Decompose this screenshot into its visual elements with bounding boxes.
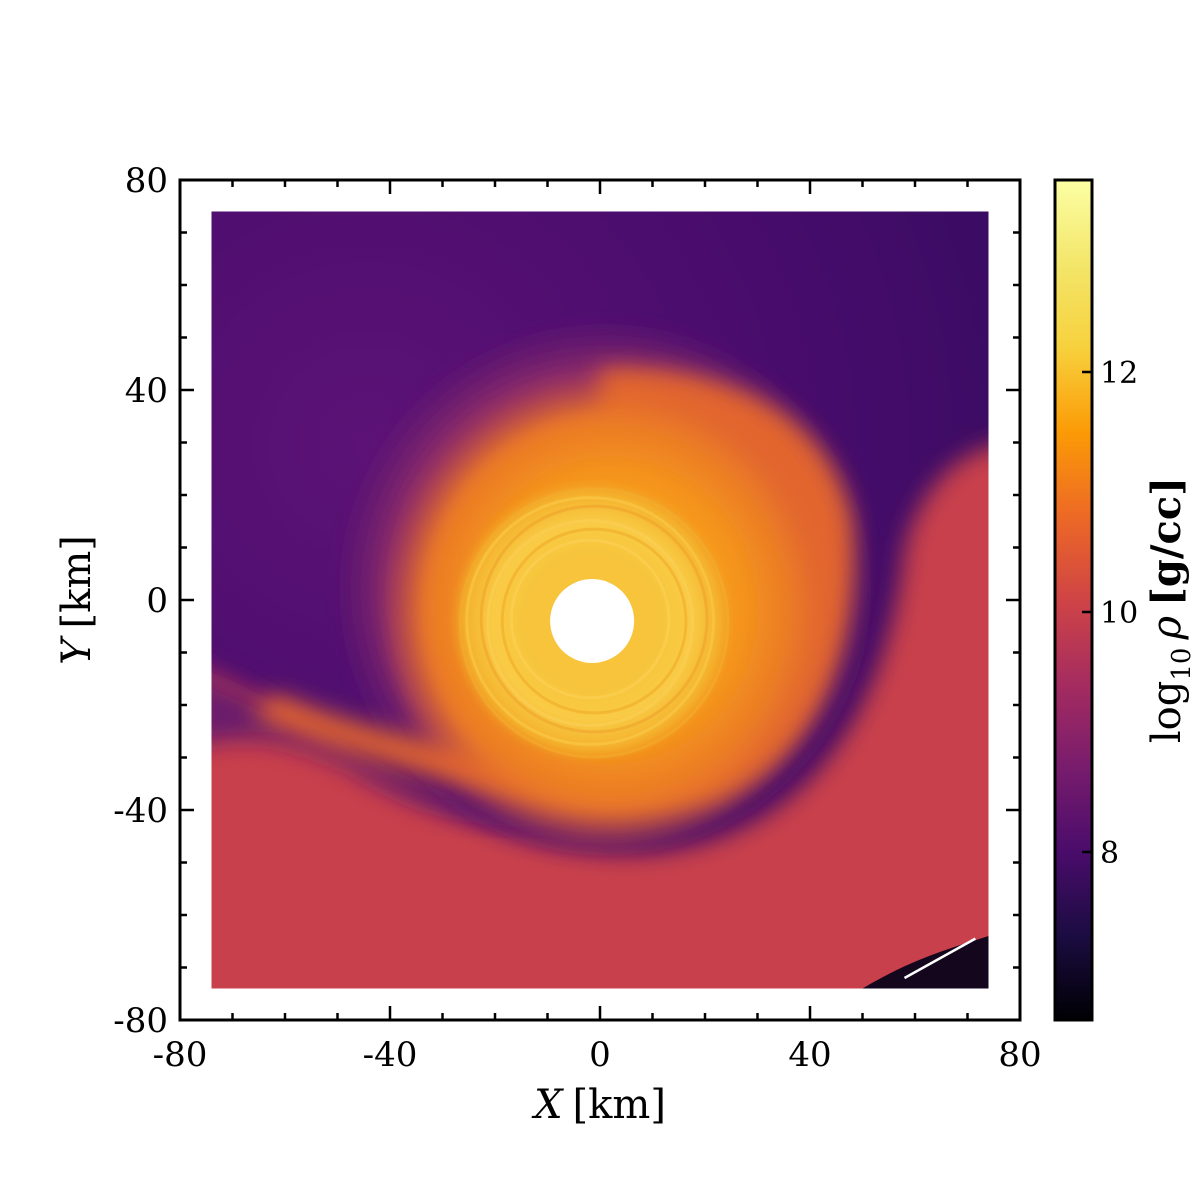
- ring-band: [486, 519, 694, 727]
- x-tick-label: -40: [363, 1035, 418, 1075]
- ring-band: [465, 496, 715, 746]
- y-axis-label: Y [km]: [54, 535, 100, 665]
- y-tick-label: -40: [113, 791, 168, 831]
- ring-band: [500, 527, 688, 715]
- x-tick-label: 40: [788, 1035, 831, 1075]
- outer-arm-region: [211, 447, 989, 989]
- x-tick-label: 0: [589, 1035, 611, 1075]
- colorbar-label: log10 ρ [g/cc]: [1143, 477, 1197, 743]
- colorbar-label-log: log: [1144, 681, 1190, 743]
- ring-band: [458, 487, 730, 759]
- ring-band: [479, 504, 709, 734]
- x-tick-label: -80: [153, 1035, 208, 1075]
- colorbar-ticks: [1082, 370, 1092, 854]
- colorbar-label-symbol: ρ: [1144, 616, 1190, 641]
- colorbar-label-unit: [g/cc]: [1143, 477, 1190, 606]
- excised-core: [550, 579, 635, 663]
- x-tick-labels: -80 -40 0 40 80: [153, 1035, 1042, 1075]
- y-tick-label: 40: [125, 371, 168, 411]
- x-tick-label: 80: [998, 1035, 1041, 1075]
- y-tick-label: 80: [125, 161, 168, 201]
- x-axis-variable: X: [531, 1082, 564, 1128]
- y-tick-labels: -80 -40 0 40 80: [113, 161, 168, 1041]
- colorbar: [1053, 178, 1094, 1022]
- y-axis-variable: Y: [54, 635, 100, 665]
- y-axis-unit: [km]: [54, 535, 100, 628]
- y-tick-label: -80: [113, 1001, 168, 1041]
- colorbar-tick-label: 12: [1100, 356, 1138, 391]
- y-tick-label: 0: [146, 581, 168, 621]
- axis-ticks: [178, 178, 1022, 1022]
- colorbar-tick-label: 10: [1100, 596, 1138, 631]
- ring-texture: [458, 487, 730, 759]
- density-heatmap: [211, 211, 989, 989]
- colorbar-tick-labels: 8 10 12: [1100, 356, 1138, 871]
- corner-streak: [903, 937, 976, 980]
- x-axis-label: X [km]: [531, 1082, 666, 1128]
- x-axis-unit: [km]: [573, 1082, 666, 1128]
- colorbar-tick-label: 8: [1100, 836, 1119, 871]
- colorbar-label-subscript: 10: [1167, 648, 1197, 681]
- ring-band: [509, 538, 671, 700]
